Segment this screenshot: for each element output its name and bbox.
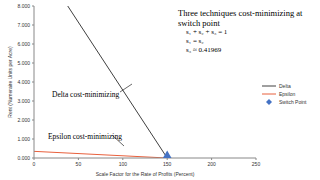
svg-text:4.000: 4.000 xyxy=(17,79,30,85)
svg-text:Scale Factor for the Rate of P: Scale Factor for the Rate of Profits (Pe… xyxy=(96,171,195,177)
svg-text:100: 100 xyxy=(119,161,128,167)
html-text:Three techniques cost-minimizi: Three techniques cost-minimizing at swit… xyxy=(178,8,303,28)
svg-text:Rent (Numeraire Units per Acre: Rent (Numeraire Units per Acre) xyxy=(8,46,13,118)
html-text:Delta cost-minimizing: Delta cost-minimizing xyxy=(52,90,120,99)
svg-text:6.000: 6.000 xyxy=(17,41,30,47)
html-text:s₁ + s₂ + s₃ = 1: s₁ + s₂ + s₃ = 1 xyxy=(186,28,228,36)
svg-text:150: 150 xyxy=(163,161,172,167)
svg-text:50: 50 xyxy=(76,161,82,167)
svg-text:7.000: 7.000 xyxy=(17,22,30,28)
svg-text:200: 200 xyxy=(207,161,216,167)
svg-text:0.000: 0.000 xyxy=(17,155,30,161)
svg-text:250: 250 xyxy=(252,161,261,167)
svg-text:2.000: 2.000 xyxy=(17,117,30,123)
html-text:s₃ ≈ 0.41969: s₃ ≈ 0.41969 xyxy=(186,46,222,54)
svg-text:5.000: 5.000 xyxy=(17,60,30,66)
svg-text:0: 0 xyxy=(33,161,36,167)
html-text:Delta: Delta xyxy=(279,83,291,89)
html-text:Epsilon: Epsilon xyxy=(279,91,296,97)
svg-text:1.000: 1.000 xyxy=(17,136,30,142)
svg-text:3.000: 3.000 xyxy=(17,98,30,104)
html-text:Switch Point: Switch Point xyxy=(279,99,307,105)
html-text:s₁ = s₂: s₁ = s₂ xyxy=(186,37,204,45)
svg-text:8.000: 8.000 xyxy=(17,3,30,9)
html-text:Epsilon cost-minimizing: Epsilon cost-minimizing xyxy=(48,132,122,141)
